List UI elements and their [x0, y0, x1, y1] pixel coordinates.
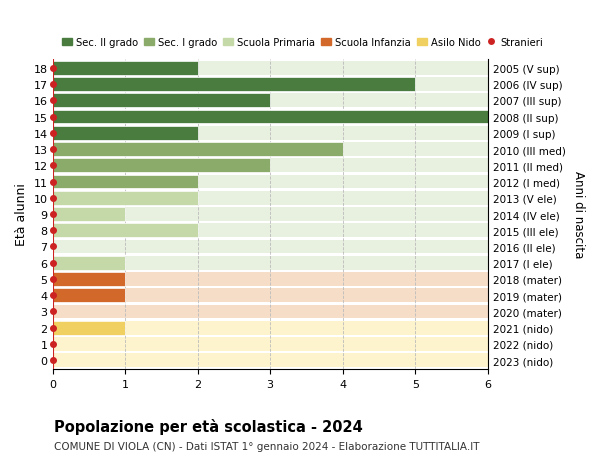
- Bar: [53, 289, 488, 302]
- Bar: [53, 207, 488, 221]
- Bar: [53, 78, 488, 92]
- Bar: [53, 175, 488, 189]
- Text: Popolazione per età scolastica - 2024: Popolazione per età scolastica - 2024: [54, 418, 363, 434]
- Bar: [53, 321, 488, 335]
- Bar: [53, 191, 197, 205]
- Bar: [53, 94, 488, 108]
- Bar: [53, 289, 125, 302]
- Bar: [53, 224, 197, 238]
- Bar: [53, 143, 343, 157]
- Bar: [53, 321, 125, 335]
- Bar: [53, 256, 488, 270]
- Bar: [53, 127, 197, 140]
- Bar: [53, 127, 488, 140]
- Bar: [53, 353, 488, 367]
- Y-axis label: Anni di nascita: Anni di nascita: [572, 171, 585, 258]
- Bar: [53, 175, 197, 189]
- Bar: [53, 159, 270, 173]
- Bar: [53, 143, 488, 157]
- Bar: [53, 191, 488, 205]
- Legend: Sec. II grado, Sec. I grado, Scuola Primaria, Scuola Infanzia, Asilo Nido, Stran: Sec. II grado, Sec. I grado, Scuola Prim…: [58, 34, 547, 52]
- Bar: [53, 273, 488, 286]
- Bar: [53, 159, 488, 173]
- Bar: [53, 78, 415, 92]
- Bar: [53, 111, 488, 124]
- Bar: [53, 62, 488, 76]
- Bar: [53, 207, 125, 221]
- Bar: [53, 305, 488, 319]
- Bar: [53, 256, 125, 270]
- Text: COMUNE DI VIOLA (CN) - Dati ISTAT 1° gennaio 2024 - Elaborazione TUTTITALIA.IT: COMUNE DI VIOLA (CN) - Dati ISTAT 1° gen…: [54, 441, 479, 451]
- Bar: [53, 62, 197, 76]
- Bar: [53, 240, 488, 254]
- Bar: [53, 273, 125, 286]
- Bar: [53, 94, 270, 108]
- Bar: [53, 224, 488, 238]
- Y-axis label: Età alunni: Età alunni: [15, 183, 28, 246]
- Bar: [53, 111, 488, 124]
- Bar: [53, 337, 488, 351]
